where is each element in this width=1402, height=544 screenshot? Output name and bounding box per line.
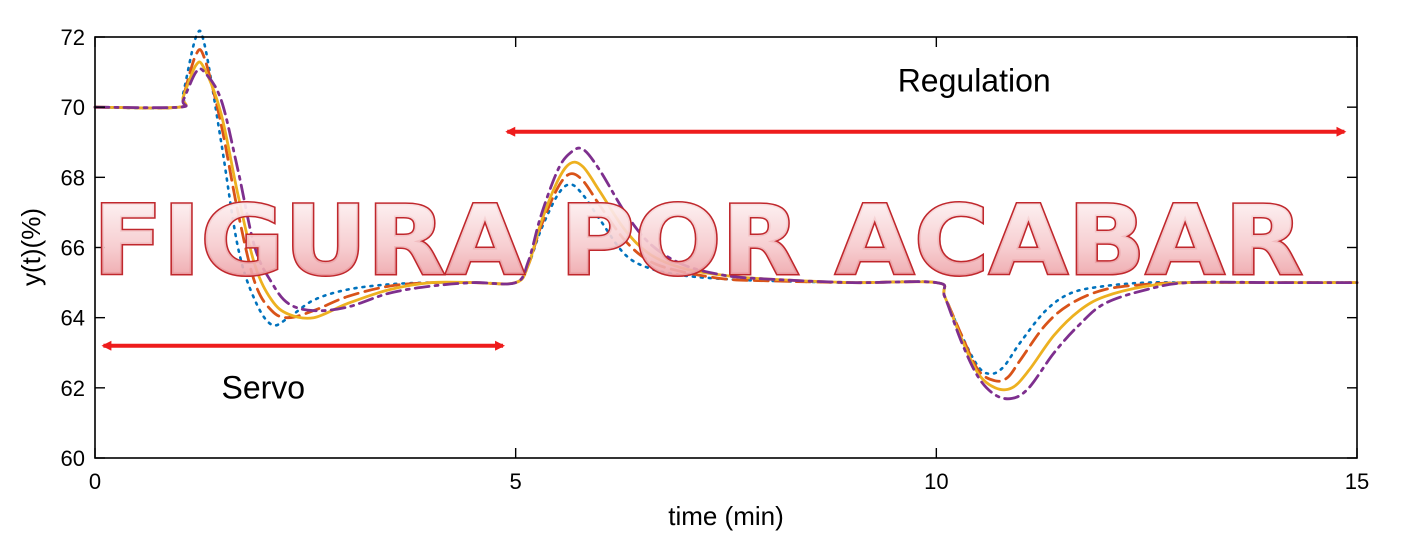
annotation-regulation: Regulation [898, 62, 1051, 98]
x-tick-label: 15 [1345, 469, 1369, 494]
y-tick-label: 64 [61, 306, 85, 331]
arrow-layer [101, 126, 1347, 351]
series-line-3 [93, 60, 1359, 392]
plot-background [95, 37, 1357, 458]
series-line-4 [93, 67, 1359, 401]
x-tick-label: 0 [89, 469, 101, 494]
series-line-2 [93, 48, 1359, 383]
series-layer [93, 29, 1359, 401]
y-tick-label: 60 [61, 446, 85, 471]
annotation-servo: Servo [221, 369, 305, 405]
y-tick-label: 66 [61, 236, 85, 261]
annotation-layer: Regulation Servo [221, 62, 1050, 405]
x-tick-label: 10 [924, 469, 948, 494]
tick-layer: 0 5 10 15 60 62 64 66 68 70 72 [61, 25, 1370, 494]
watermark-text: FIGURA POR ACABAR [93, 185, 1303, 297]
y-tick-label: 62 [61, 376, 85, 401]
y-tick-label: 72 [61, 25, 85, 50]
y-tick-label: 70 [61, 95, 85, 120]
y-axis-label: y(t)(%) [16, 208, 46, 286]
x-axis-label: time (min) [668, 501, 784, 531]
x-tick-label: 5 [510, 469, 522, 494]
y-tick-label: 68 [61, 165, 85, 190]
